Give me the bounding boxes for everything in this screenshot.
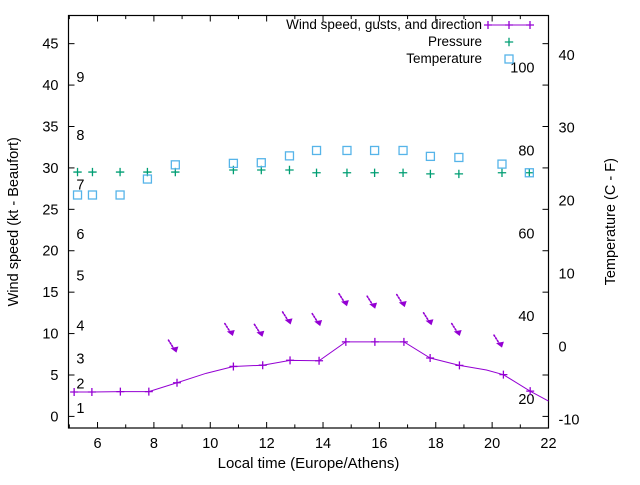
svg-text:4: 4 <box>76 318 84 334</box>
svg-text:20: 20 <box>559 194 575 210</box>
svg-text:8: 8 <box>150 436 158 452</box>
svg-text:0: 0 <box>559 339 567 355</box>
svg-text:80: 80 <box>518 143 534 159</box>
svg-text:30: 30 <box>42 161 58 177</box>
svg-text:10: 10 <box>559 266 575 282</box>
svg-text:40: 40 <box>518 309 534 325</box>
svg-text:0: 0 <box>50 409 58 425</box>
svg-text:12: 12 <box>259 436 275 452</box>
svg-text:Temperature: Temperature <box>406 51 482 66</box>
svg-text:Local time (Europe/Athens): Local time (Europe/Athens) <box>218 455 400 472</box>
svg-text:Wind speed (kt - Beaufort): Wind speed (kt - Beaufort) <box>6 137 22 306</box>
svg-text:18: 18 <box>428 436 444 452</box>
svg-text:-10: -10 <box>559 412 580 428</box>
svg-text:20: 20 <box>518 392 534 408</box>
svg-text:5: 5 <box>76 269 84 285</box>
svg-text:9: 9 <box>76 70 84 86</box>
svg-text:Wind speed, gusts, and directi: Wind speed, gusts, and direction <box>286 17 482 32</box>
svg-text:45: 45 <box>42 37 58 53</box>
svg-text:60: 60 <box>518 226 534 242</box>
svg-text:22: 22 <box>540 436 556 452</box>
svg-text:5: 5 <box>50 368 58 384</box>
svg-text:3: 3 <box>76 351 84 367</box>
svg-text:6: 6 <box>93 436 101 452</box>
svg-text:25: 25 <box>42 202 58 218</box>
svg-text:Pressure: Pressure <box>428 34 482 49</box>
svg-text:16: 16 <box>371 436 387 452</box>
svg-text:14: 14 <box>315 436 331 452</box>
svg-text:40: 40 <box>42 78 58 94</box>
svg-text:1: 1 <box>76 401 84 417</box>
svg-text:2: 2 <box>76 376 84 392</box>
svg-text:30: 30 <box>559 121 575 137</box>
svg-text:35: 35 <box>42 119 58 135</box>
svg-text:20: 20 <box>42 244 58 260</box>
svg-text:10: 10 <box>42 327 58 343</box>
svg-text:Temperature (C - F): Temperature (C - F) <box>603 158 619 285</box>
svg-text:100: 100 <box>510 61 534 77</box>
svg-text:15: 15 <box>42 285 58 301</box>
svg-text:40: 40 <box>559 48 575 64</box>
svg-text:6: 6 <box>76 227 84 243</box>
svg-text:8: 8 <box>76 128 84 144</box>
svg-text:10: 10 <box>202 436 218 452</box>
svg-text:20: 20 <box>484 436 500 452</box>
